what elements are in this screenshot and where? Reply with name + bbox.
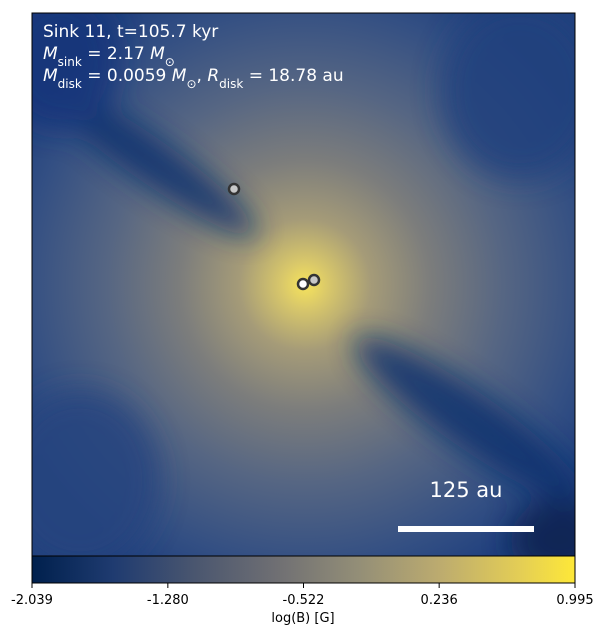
colorbar-tick-label: 0.236	[421, 593, 458, 608]
info-text: = 2.17	[82, 44, 150, 64]
info-text: M	[43, 66, 58, 86]
info-text: M	[172, 66, 187, 86]
colorbar-tick-label: -0.522	[283, 593, 325, 608]
colorbar	[31, 555, 576, 584]
info-line: Mdisk = 0.0059 M⊙, Rdisk = 18.78 au	[43, 66, 344, 91]
info-subscript: disk	[219, 77, 243, 91]
colorbar-tick-label: -1.280	[147, 593, 189, 608]
sinks	[227, 182, 321, 291]
info-text: = 18.78 au	[243, 66, 343, 86]
colorbar-tick-label: 0.995	[556, 593, 593, 608]
info-line: Msink = 2.17 M⊙	[43, 44, 175, 69]
info-text: M	[43, 44, 58, 64]
info-subscript: disk	[58, 77, 82, 91]
info-subscript: ⊙	[186, 77, 196, 91]
info-line: Sink 11, t=105.7 kyr	[43, 22, 218, 42]
info-subscript: sink	[58, 55, 82, 69]
info-text: R	[207, 66, 219, 86]
info-text: M	[150, 44, 165, 64]
info-text: ,	[197, 66, 208, 86]
field-image	[32, 13, 575, 556]
scale-bar-label: 125 au	[430, 478, 503, 502]
colorbar-label: log(B) [G]	[271, 611, 334, 626]
info-text: Sink 11, t=105.7 kyr	[43, 22, 218, 42]
info-subscript: ⊙	[165, 55, 175, 69]
colorbar-tick-label: -2.039	[11, 593, 53, 608]
info-text: = 0.0059	[82, 66, 172, 86]
